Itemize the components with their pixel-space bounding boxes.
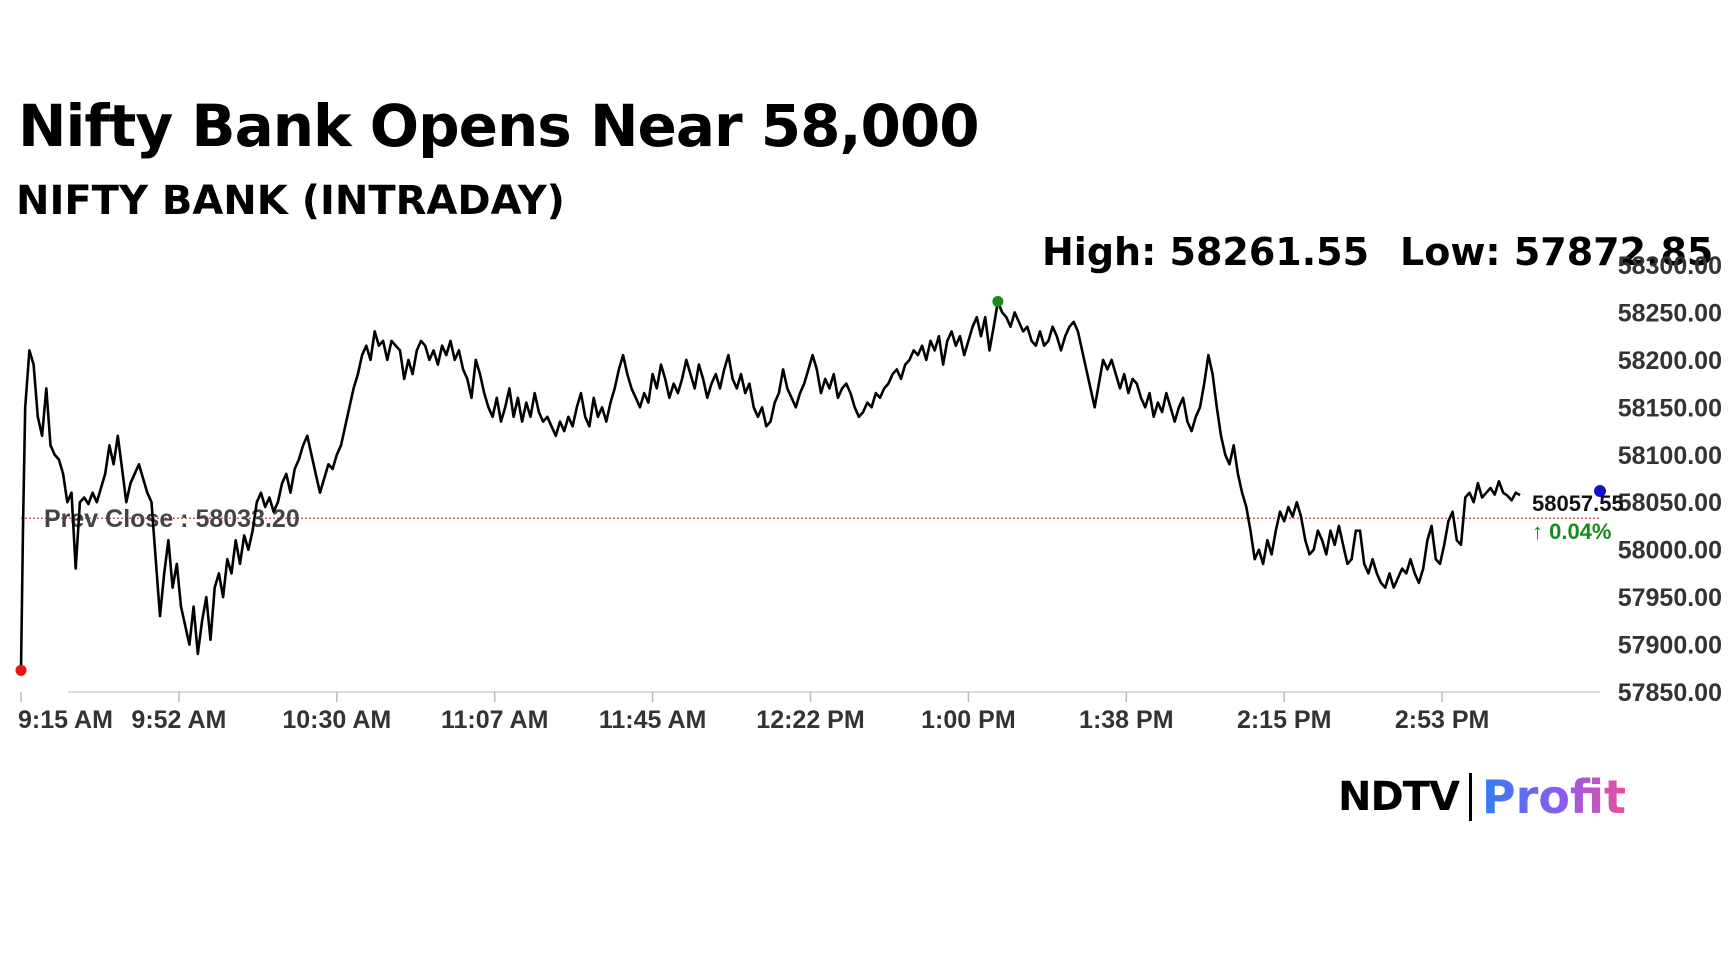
- last-point-marker: [1594, 485, 1606, 498]
- last-value-label: 58057.55: [1532, 491, 1624, 516]
- x-tick-label: 2:15 PM: [1237, 706, 1331, 734]
- chart-subtitle: NIFTY BANK (INTRADAY): [16, 178, 565, 224]
- x-tick-label: 9:52 AM: [131, 706, 226, 734]
- x-tick-label: 11:07 AM: [441, 706, 548, 734]
- x-tick-label: 9:15 AM: [18, 706, 113, 734]
- y-tick-label: 57850.00: [1618, 679, 1722, 707]
- low-point-marker: [15, 664, 27, 676]
- y-tick-label: 58050.00: [1618, 489, 1722, 517]
- x-tick-label: 11:45 AM: [599, 706, 706, 734]
- y-tick-label: 58250.00: [1618, 299, 1722, 327]
- y-tick-label: 58300.00: [1618, 252, 1722, 280]
- y-tick-label: 58000.00: [1618, 537, 1722, 565]
- logo-divider: [1468, 773, 1472, 821]
- logo-profit-text: Profit: [1481, 770, 1627, 824]
- price-series-line: [19, 300, 1521, 671]
- high-point-marker: [992, 295, 1004, 307]
- x-tick-label: 12:22 PM: [756, 706, 864, 734]
- y-tick-label: 57900.00: [1618, 632, 1722, 660]
- y-tick-label: 58150.00: [1618, 394, 1722, 422]
- x-tick-label: 2:53 PM: [1395, 706, 1489, 734]
- x-tick-label: 1:38 PM: [1079, 706, 1173, 734]
- x-tick-label: 1:00 PM: [921, 706, 1015, 734]
- logo-ndtv-text: NDTV: [1338, 774, 1460, 820]
- ndtv-profit-logo: NDTV Profit: [1338, 770, 1627, 824]
- y-tick-label: 58200.00: [1618, 347, 1722, 375]
- page-title: Nifty Bank Opens Near 58,000: [18, 92, 980, 160]
- y-tick-label: 57950.00: [1618, 584, 1722, 612]
- x-tick-label: 10:30 AM: [282, 706, 391, 734]
- change-percent-label: ↑ 0.04%: [1532, 519, 1612, 544]
- high-stat: High: 58261.55: [1042, 230, 1370, 274]
- prev-close-label: Prev Close : 58033.20: [44, 505, 300, 533]
- low-stat: Low: 57872.85: [1400, 230, 1714, 274]
- y-tick-label: 58100.00: [1618, 442, 1722, 470]
